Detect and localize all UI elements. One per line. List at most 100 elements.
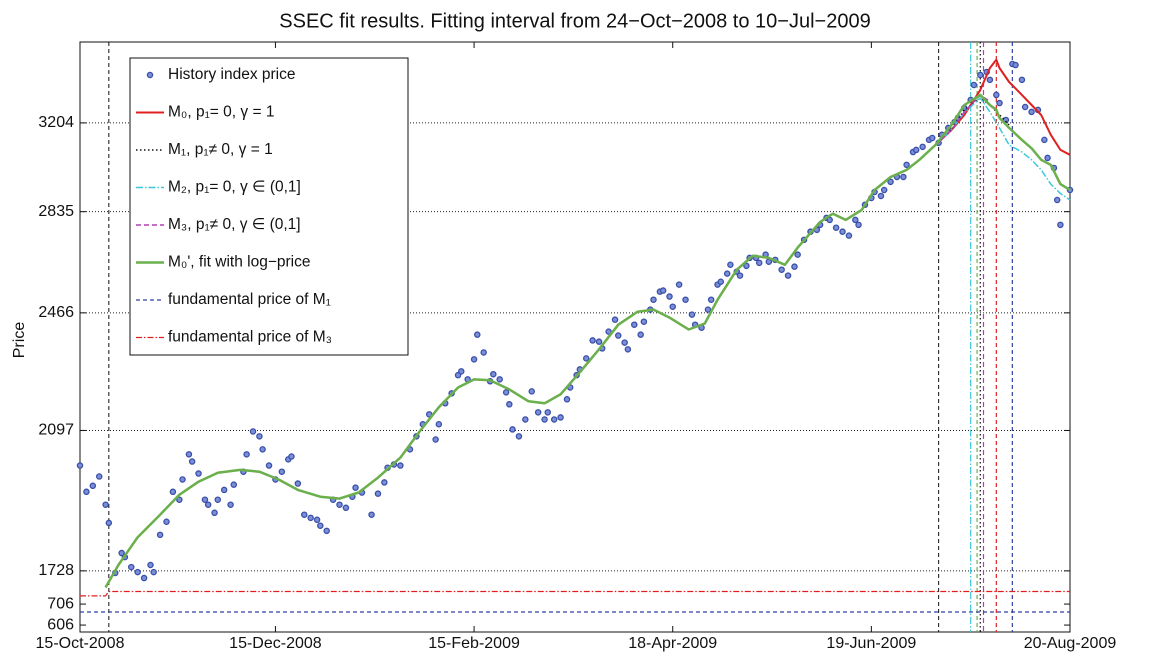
price-point [794, 251, 801, 258]
price-point [637, 331, 644, 338]
y-tick-label: 2097 [38, 422, 74, 439]
price-point [688, 311, 696, 318]
price-point [986, 76, 994, 84]
legend-label: M₃, p₁≠ 0, γ ∈ (0,1] [168, 216, 301, 233]
price-point [185, 451, 193, 458]
price-point [675, 281, 683, 288]
price-point [727, 261, 734, 269]
price-point [704, 306, 712, 313]
price-point [1028, 108, 1035, 116]
legend-label: History index price [168, 66, 296, 83]
price-point [480, 349, 487, 356]
price-point [912, 146, 920, 154]
legend-label: fundamental price of M₁ [168, 291, 331, 308]
price-point [243, 451, 250, 458]
plot-frame [79, 41, 1071, 633]
price-point [1012, 61, 1019, 69]
y-tick-label: 2835 [38, 203, 74, 220]
x-tick-label: 18-Apr-2009 [628, 635, 717, 652]
x-tick-label: 20-Aug-2009 [1024, 635, 1117, 652]
price-point [342, 504, 350, 512]
price-point [522, 416, 529, 423]
price-point [230, 481, 238, 488]
x-tick-label: 15-Dec-2008 [229, 635, 322, 652]
legend-marker [146, 71, 154, 79]
price-point [666, 293, 673, 300]
price-point [550, 416, 558, 423]
price-point [544, 409, 552, 416]
price-point [839, 228, 846, 235]
price-point [791, 263, 798, 270]
price-point [993, 91, 1000, 99]
price-point [755, 259, 763, 267]
price-point [211, 509, 218, 517]
price-point [352, 484, 359, 491]
price-point [605, 328, 612, 335]
price-point [214, 496, 222, 503]
price-point [134, 568, 141, 576]
price-point [76, 462, 84, 469]
price-point [432, 436, 439, 443]
price-point [880, 186, 888, 194]
price-point [83, 488, 90, 496]
price-point [852, 216, 859, 224]
price-point [1021, 103, 1029, 111]
price-point [323, 527, 330, 535]
legend-label: fundamental price of M₃ [168, 329, 332, 346]
legend-label: M₀, p₁= 0, γ = 1 [168, 104, 274, 121]
price-point [515, 433, 523, 440]
price-point [996, 99, 1003, 107]
price-point [249, 428, 257, 435]
price-point [288, 453, 295, 460]
price-point [490, 370, 497, 378]
price-point [784, 272, 792, 279]
price-point [95, 473, 103, 480]
price-point [589, 337, 596, 344]
price-point [458, 368, 465, 375]
price-point [227, 501, 234, 508]
price-point [278, 468, 286, 475]
price-point [150, 568, 157, 576]
price-point [397, 462, 404, 469]
price-point [595, 338, 603, 345]
price-point [855, 221, 862, 229]
price-point [259, 446, 266, 453]
price-point [176, 496, 183, 503]
price-point [506, 401, 513, 408]
price-point [1018, 76, 1026, 84]
y-axis-label: Price [11, 322, 28, 359]
price-point [845, 232, 853, 239]
price-point [368, 511, 375, 518]
price-point [435, 420, 443, 428]
y-tick-label: 3204 [38, 114, 74, 131]
price-point [294, 480, 302, 487]
price-point [650, 296, 657, 303]
price-point [195, 470, 202, 477]
price-point [105, 519, 113, 527]
price-point [89, 482, 97, 490]
price-point [156, 531, 164, 539]
series-line [80, 590, 1070, 597]
price-point [717, 278, 725, 285]
price-point [743, 262, 750, 270]
price-point [887, 178, 894, 186]
price-point [928, 134, 936, 142]
price-point [919, 143, 926, 151]
price-point [307, 514, 314, 522]
legend-label: M₂, p₁= 0, γ ∈ (0,1] [168, 179, 301, 196]
price-point [128, 563, 135, 571]
y-tick-label: 1728 [38, 562, 74, 579]
price-point [470, 356, 478, 363]
price-point [557, 414, 564, 421]
price-point [611, 316, 619, 323]
price-point [621, 339, 628, 346]
price-point [317, 522, 324, 529]
x-tick-label: 19-Jun-2009 [826, 635, 916, 652]
price-point [723, 270, 731, 277]
price-point [563, 396, 571, 403]
series-line [934, 94, 991, 146]
legend-box [129, 57, 409, 356]
price-point [220, 486, 228, 494]
price-point [204, 501, 212, 508]
